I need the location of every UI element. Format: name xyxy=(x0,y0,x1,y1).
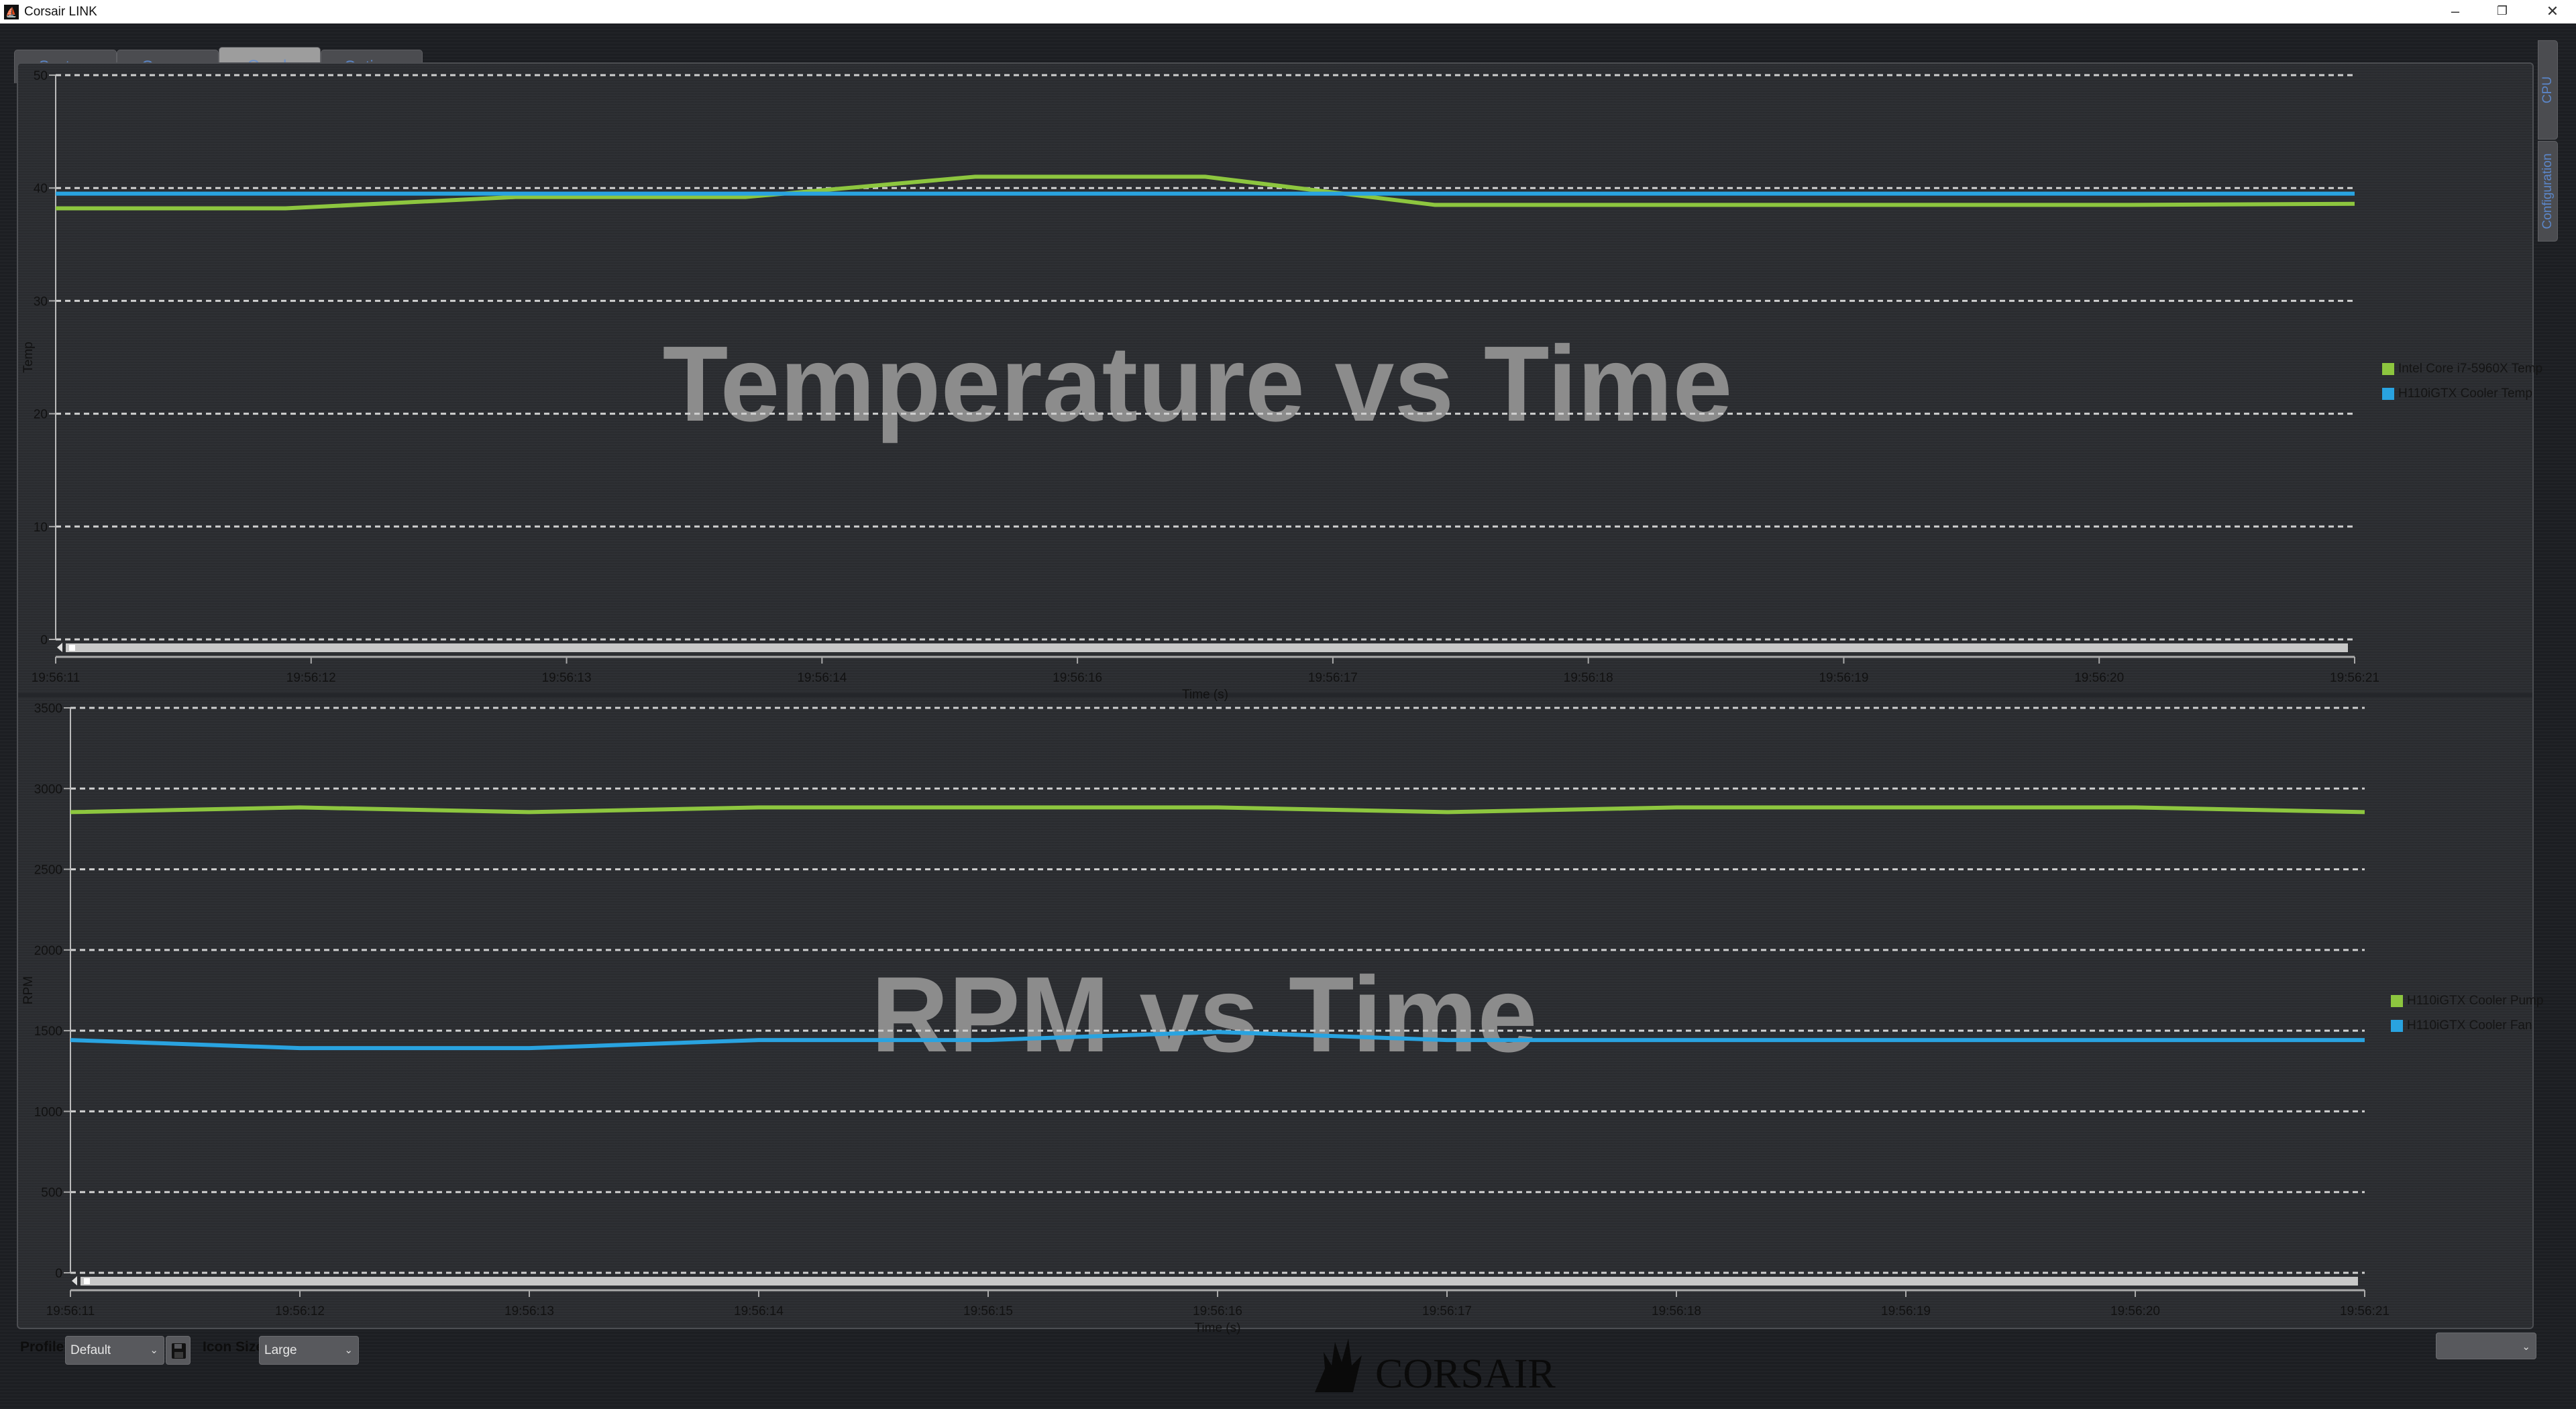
temp-x-tick-label: 19:56:13 xyxy=(542,671,592,685)
legend-item: H110iGTX Cooler Pump xyxy=(2391,988,2543,1013)
temp-scrollbar[interactable] xyxy=(66,643,2348,652)
rpm-x-tick-label: 19:56:16 xyxy=(1193,1304,1242,1318)
rpm-x-tick-label: 19:56:21 xyxy=(2340,1304,2390,1318)
temp-y-tick-label: 0 xyxy=(40,633,48,647)
legend-item: Intel Core i7-5960X Temp xyxy=(2382,356,2542,381)
rpm-y-axis-title: RPM xyxy=(21,976,36,1004)
temp-x-tick-label: 19:56:12 xyxy=(286,671,336,685)
rpm-y-tick-label: 500 xyxy=(41,1186,62,1200)
temp-x-tick-label: 19:56:17 xyxy=(1308,671,1358,685)
legend-label: H110iGTX Cooler Pump xyxy=(2407,993,2544,1008)
temp-x-tick-label: 19:56:19 xyxy=(1819,671,1868,685)
icon-size-dropdown[interactable]: Large ⌄ xyxy=(259,1336,359,1365)
rpm-x-tick-label: 19:56:20 xyxy=(2110,1304,2160,1318)
temp-x-tick-label: 19:56:21 xyxy=(2330,671,2379,685)
temp-y-tick-label: 40 xyxy=(34,182,48,196)
temp-series-green-line xyxy=(56,174,2355,211)
rpm-chart-watermark: RPM vs Time xyxy=(871,954,1538,1074)
temp-y-tick-label: 10 xyxy=(34,521,48,535)
legend-item: H110iGTX Cooler Temp xyxy=(2382,381,2542,406)
chart-divider xyxy=(18,693,2532,697)
corsair-app-icon: ⛵ xyxy=(4,4,19,19)
side-tab-cpu[interactable]: CPU xyxy=(2538,40,2558,140)
temp-y-tick-label: 50 xyxy=(34,69,48,83)
legend-swatch-green xyxy=(2382,362,2394,375)
rpm-series-green-line xyxy=(70,805,2365,815)
temp-scrollbar-thumb[interactable] xyxy=(69,645,75,651)
corsair-logo: CORSAIR xyxy=(1315,1339,1556,1396)
temperature-chart-watermark: Temperature vs Time xyxy=(662,323,1733,443)
chevron-down-icon: ⌄ xyxy=(2522,1341,2530,1353)
legend-swatch-blue xyxy=(2391,1019,2403,1032)
temp-x-tick-label: 19:56:20 xyxy=(2074,671,2124,685)
chevron-down-icon: ⌄ xyxy=(344,1345,353,1356)
profile-value: Default xyxy=(70,1343,111,1357)
legend-label: H110iGTX Cooler Temp xyxy=(2398,386,2532,401)
temp-x-tick-label: 19:56:14 xyxy=(797,671,847,685)
floppy-disk-icon xyxy=(172,1343,186,1359)
rpm-y-tick-label: 1500 xyxy=(34,1025,62,1039)
right-dropdown[interactable]: ⌄ xyxy=(2436,1333,2536,1359)
temp-y-tick-label: 20 xyxy=(34,408,48,422)
rpm-scrollbar-thumb[interactable] xyxy=(84,1278,90,1284)
temp-x-tick-label: 19:56:11 xyxy=(32,671,80,685)
legend-item: H110iGTX Cooler Fan xyxy=(2391,1013,2543,1038)
rpm-scroll-left-arrow-icon xyxy=(72,1276,77,1286)
rpm-scrollbar[interactable] xyxy=(80,1277,2358,1286)
rpm-x-tick-label: 19:56:18 xyxy=(1652,1304,1701,1318)
rpm-x-tick-label: 19:56:15 xyxy=(963,1304,1013,1318)
rpm-x-tick-label: 19:56:14 xyxy=(734,1304,784,1318)
rpm-y-tick-label: 0 xyxy=(55,1267,62,1281)
icon-size-label: Icon Size : xyxy=(203,1339,272,1355)
temp-x-axis-title: Time (s) xyxy=(1182,688,1228,702)
minimize-button[interactable]: – xyxy=(2451,3,2460,19)
temp-x-tick-label: 19:56:16 xyxy=(1053,671,1102,685)
rpm-x-axis-title: Time (s) xyxy=(1195,1321,1241,1335)
rpm-x-tick-label: 19:56:11 xyxy=(46,1304,95,1318)
close-button[interactable]: ✕ xyxy=(2546,3,2559,19)
rpm-series-blue-line xyxy=(70,1030,2365,1051)
rpm-x-tick-label: 19:56:12 xyxy=(275,1304,325,1318)
rpm-y-tick-label: 3000 xyxy=(34,782,62,796)
icon-size-value: Large xyxy=(264,1343,297,1357)
rpm-y-tick-label: 2000 xyxy=(34,944,62,958)
temp-y-axis-title: Temp xyxy=(21,342,36,372)
legend-swatch-blue xyxy=(2382,387,2394,400)
side-tab-configuration[interactable]: Configuration xyxy=(2538,141,2558,242)
legend-label: H110iGTX Cooler Fan xyxy=(2407,1018,2532,1033)
temp-y-tick-label: 30 xyxy=(34,295,48,309)
window-title: Corsair LINK xyxy=(24,4,97,19)
profile-dropdown[interactable]: Default ⌄ xyxy=(65,1336,164,1365)
title-bar: ⛵ Corsair LINK – ❐ ✕ xyxy=(0,0,2576,23)
rpm-x-tick-label: 19:56:17 xyxy=(1422,1304,1472,1318)
rpm-y-tick-label: 1000 xyxy=(34,1105,62,1119)
rpm-y-tick-label: 3500 xyxy=(34,702,62,716)
temperature-legend: Intel Core i7-5960X Temp H110iGTX Cooler… xyxy=(2382,356,2542,406)
profile-label: Profile : xyxy=(20,1339,73,1355)
temp-x-tick-label: 19:56:18 xyxy=(1564,671,1613,685)
temp-scroll-left-arrow-icon xyxy=(57,643,62,652)
save-profile-button[interactable] xyxy=(166,1336,191,1365)
legend-swatch-green xyxy=(2391,994,2403,1007)
rpm-legend: H110iGTX Cooler Pump H110iGTX Cooler Fan xyxy=(2391,988,2543,1038)
rpm-x-tick-label: 19:56:19 xyxy=(1881,1304,1931,1318)
chevron-down-icon: ⌄ xyxy=(150,1345,158,1356)
legend-label: Intel Core i7-5960X Temp xyxy=(2398,361,2543,376)
rpm-y-tick-label: 2500 xyxy=(34,864,62,878)
restore-button[interactable]: ❐ xyxy=(2496,4,2508,17)
rpm-x-tick-label: 19:56:13 xyxy=(504,1304,554,1318)
corsair-logo-text: CORSAIR xyxy=(1375,1351,1556,1396)
